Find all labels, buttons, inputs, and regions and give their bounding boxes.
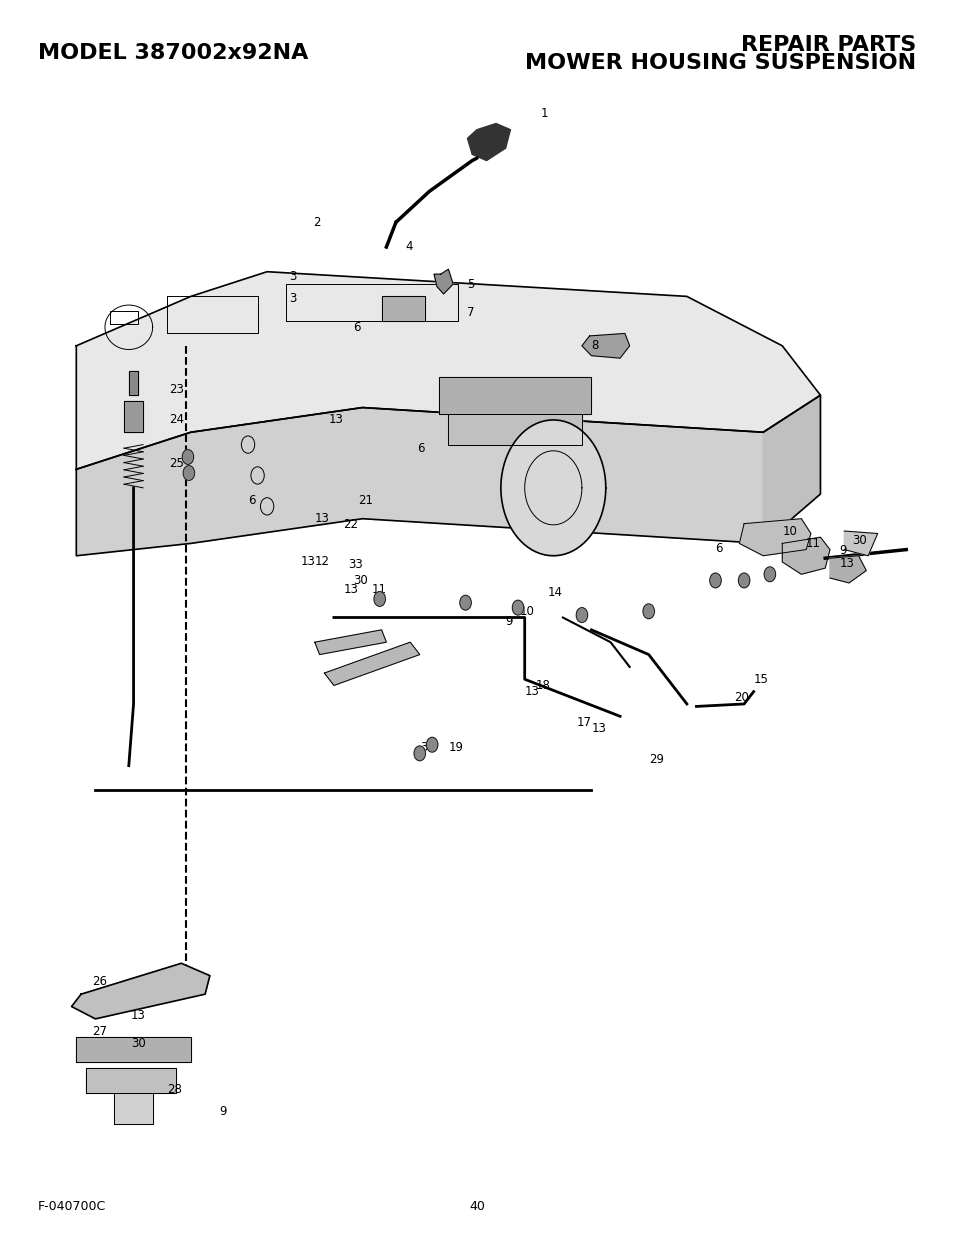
Circle shape — [182, 450, 193, 464]
Polygon shape — [86, 1068, 176, 1093]
Polygon shape — [438, 377, 591, 414]
Polygon shape — [76, 395, 820, 556]
Text: 27: 27 — [92, 1025, 108, 1037]
Polygon shape — [581, 333, 629, 358]
Text: 8: 8 — [591, 340, 598, 352]
Polygon shape — [739, 519, 810, 556]
Text: 11: 11 — [805, 537, 821, 550]
Polygon shape — [314, 630, 386, 655]
Circle shape — [183, 466, 194, 480]
Polygon shape — [76, 1037, 191, 1062]
Text: 30: 30 — [131, 1037, 145, 1050]
Text: 15: 15 — [753, 673, 768, 685]
Polygon shape — [448, 414, 581, 445]
Text: 9: 9 — [839, 545, 846, 557]
Text: 14: 14 — [547, 587, 562, 599]
Text: 11: 11 — [372, 583, 387, 595]
Text: 30: 30 — [851, 535, 865, 547]
Text: 33: 33 — [348, 558, 362, 571]
Text: 12: 12 — [314, 556, 330, 568]
Circle shape — [414, 746, 425, 761]
Text: 13: 13 — [131, 1009, 146, 1021]
Text: 20: 20 — [734, 692, 749, 704]
Text: 9: 9 — [219, 1105, 227, 1118]
Text: 13: 13 — [591, 722, 606, 735]
Text: 13: 13 — [329, 414, 344, 426]
Text: 40: 40 — [469, 1199, 484, 1213]
Polygon shape — [843, 531, 877, 556]
Circle shape — [374, 592, 385, 606]
Polygon shape — [829, 556, 865, 583]
Text: 18: 18 — [536, 679, 551, 692]
Text: 13: 13 — [314, 513, 330, 525]
Polygon shape — [781, 537, 829, 574]
Polygon shape — [114, 1093, 152, 1124]
Text: 10: 10 — [519, 605, 535, 618]
Text: 13: 13 — [839, 557, 854, 569]
Text: 26: 26 — [92, 976, 108, 988]
Text: MODEL 387002x92NA: MODEL 387002x92NA — [38, 43, 308, 63]
Circle shape — [642, 604, 654, 619]
Text: 21: 21 — [357, 494, 373, 506]
Text: 3: 3 — [289, 270, 296, 283]
Polygon shape — [129, 370, 138, 395]
Circle shape — [738, 573, 749, 588]
Circle shape — [459, 595, 471, 610]
Text: 7: 7 — [467, 306, 475, 319]
Text: 22: 22 — [343, 519, 358, 531]
Text: 30: 30 — [353, 574, 367, 587]
Text: 4: 4 — [405, 241, 413, 253]
Polygon shape — [381, 296, 424, 321]
Polygon shape — [76, 272, 820, 469]
Text: F-040700C: F-040700C — [38, 1199, 107, 1213]
Circle shape — [426, 737, 437, 752]
Circle shape — [709, 573, 720, 588]
Polygon shape — [467, 124, 510, 161]
Text: 6: 6 — [248, 494, 255, 506]
Text: MOWER HOUSING SUSPENSION: MOWER HOUSING SUSPENSION — [524, 53, 915, 73]
Text: 3: 3 — [289, 293, 296, 305]
Text: 30: 30 — [419, 741, 434, 753]
Text: 17: 17 — [577, 716, 592, 729]
Text: 6: 6 — [353, 321, 360, 333]
Circle shape — [512, 600, 523, 615]
Polygon shape — [71, 963, 210, 1019]
Text: 23: 23 — [169, 383, 184, 395]
Circle shape — [763, 567, 775, 582]
Polygon shape — [500, 420, 605, 556]
Text: 5: 5 — [467, 278, 475, 290]
Text: 25: 25 — [169, 457, 184, 469]
Text: 10: 10 — [781, 525, 797, 537]
Text: 1: 1 — [540, 107, 548, 120]
Circle shape — [576, 608, 587, 622]
Text: 13: 13 — [300, 556, 315, 568]
Text: 28: 28 — [167, 1083, 182, 1095]
Polygon shape — [324, 642, 419, 685]
Text: 29: 29 — [648, 753, 663, 766]
Text: 2: 2 — [313, 216, 320, 228]
Text: 13: 13 — [343, 583, 358, 595]
Text: 9: 9 — [505, 615, 513, 627]
Polygon shape — [124, 401, 143, 432]
Text: REPAIR PARTS: REPAIR PARTS — [740, 35, 915, 54]
Text: 6: 6 — [715, 542, 722, 555]
Text: 6: 6 — [416, 442, 424, 454]
Text: 19: 19 — [448, 741, 463, 753]
Text: 13: 13 — [524, 685, 539, 698]
Polygon shape — [762, 395, 820, 543]
Text: 24: 24 — [169, 414, 184, 426]
Polygon shape — [434, 269, 453, 294]
